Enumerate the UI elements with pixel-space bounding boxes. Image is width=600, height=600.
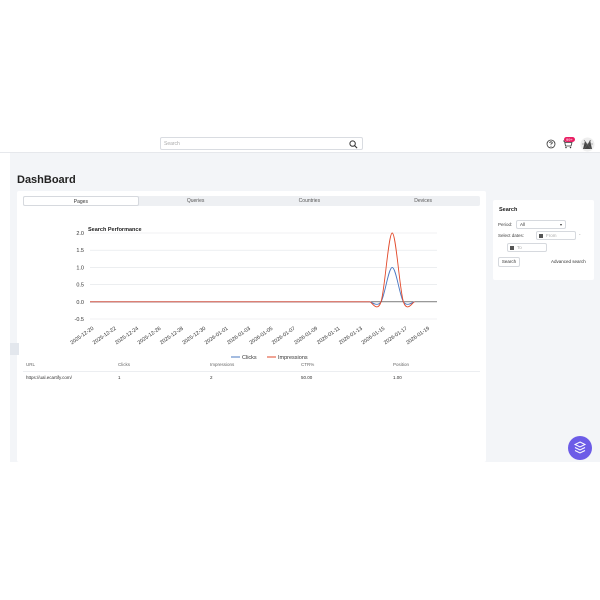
x-tick-label: 2026-01-19 (405, 326, 431, 346)
y-tick-label: 2.0 (76, 231, 84, 237)
search-box[interactable] (160, 137, 363, 150)
advanced-search-link[interactable]: Advanced search (551, 259, 586, 264)
column-header-clicks: Clicks (118, 362, 130, 367)
layers-fab-button[interactable] (568, 436, 592, 460)
x-tick-label: 2025-12-22 (92, 326, 118, 346)
period-select[interactable]: All ▾ (516, 220, 566, 229)
content-area: DashBoard Pages Queries Countries Device… (10, 153, 600, 462)
dates-label: Select dates: (498, 233, 525, 238)
table-header: URL Clicks Impressions CTR% Position (23, 359, 480, 372)
cell-position: 1.00 (393, 375, 402, 380)
page-title: DashBoard (17, 174, 76, 186)
x-tick-label: 2026-01-05 (249, 326, 275, 346)
period-value: All (520, 222, 526, 227)
column-header-position: Position (393, 362, 410, 367)
column-header-url: URL (26, 362, 36, 367)
tab-pages[interactable]: Pages (23, 196, 139, 206)
x-tick-label: 2026-01-13 (338, 326, 364, 346)
notification-badge: 99+ (564, 137, 575, 142)
search-input[interactable] (164, 139, 344, 149)
x-tick-label: 2026-01-15 (361, 326, 387, 346)
main-card: Pages Queries Countries Devices Search P… (17, 191, 486, 462)
search-button[interactable]: Search (498, 257, 520, 267)
calendar-icon (539, 234, 543, 238)
tab-queries[interactable]: Queries (186, 198, 205, 204)
x-tick-label: 2026-01-03 (226, 326, 252, 346)
tab-countries[interactable]: Countries (298, 198, 321, 204)
to-placeholder: To (517, 245, 522, 250)
column-header-impressions: Impressions (210, 362, 235, 367)
y-tick-label: 0.5 (76, 283, 84, 289)
layers-icon (573, 441, 587, 454)
search-panel-title: Search (499, 207, 518, 213)
tab-devices[interactable]: Devices (414, 198, 433, 204)
cell-ctr: 50.00 (301, 375, 313, 380)
x-tick-label: 2026-01-17 (383, 326, 409, 346)
cell-impressions: 2 (210, 375, 213, 380)
x-tick-label: 2025-12-30 (181, 326, 207, 346)
tab-bar: Pages Queries Countries Devices (23, 196, 480, 206)
y-tick-label: 1.5 (76, 248, 84, 254)
x-tick-label: 2025-12-26 (137, 326, 163, 346)
avatar[interactable] (580, 137, 595, 152)
x-tick-label: 2026-01-11 (316, 326, 341, 346)
x-tick-label: 2025-12-24 (114, 326, 140, 346)
from-placeholder: From (546, 233, 557, 238)
date-separator: - (579, 232, 581, 237)
column-header-ctr: CTR% (301, 362, 315, 367)
calendar-icon (510, 246, 514, 250)
series-line-impressions (369, 232, 415, 308)
x-tick-label: 2025-12-20 (69, 326, 95, 346)
legend-entry: Impressions (278, 355, 308, 361)
series-line-clicks (369, 266, 415, 305)
x-tick-label: 2025-12-28 (159, 326, 185, 346)
cell-url[interactable]: https://ual.ecartify.com/ (26, 375, 72, 380)
pages-table: URL Clicks Impressions CTR% Position htt… (23, 359, 480, 385)
sidebar-toggle[interactable] (10, 343, 19, 355)
help-icon[interactable] (546, 139, 556, 149)
table-row[interactable]: https://ual.ecartify.com/ 1 2 50.00 1.00 (23, 372, 480, 385)
chevron-down-icon: ▾ (559, 222, 562, 227)
chart-title: Search Performance (88, 227, 142, 233)
period-label: Period: (498, 222, 513, 227)
legend-entry: Clicks (242, 355, 257, 361)
top-bar: 99+ (0, 136, 600, 153)
y-tick-label: -0.5 (75, 317, 84, 323)
y-tick-label: 0.0 (76, 300, 84, 306)
to-date-input[interactable]: To (507, 243, 547, 252)
search-icon[interactable] (349, 140, 358, 149)
from-date-input[interactable]: From (536, 231, 576, 240)
search-performance-chart: 2.01.51.00.50.0-0.52025-12-202025-12-222… (69, 231, 437, 361)
y-tick-label: 1.0 (76, 265, 84, 271)
search-panel: Search Period: All ▾ Select dates: From … (493, 200, 594, 280)
x-tick-label: 2026-01-07 (271, 326, 297, 346)
x-tick-label: 2026-01-09 (293, 326, 319, 346)
app-shell: 99+ DashBoard Pages Queries Countries De… (0, 136, 600, 462)
cell-clicks: 1 (118, 375, 121, 380)
x-tick-label: 2026-01-01 (204, 326, 230, 346)
